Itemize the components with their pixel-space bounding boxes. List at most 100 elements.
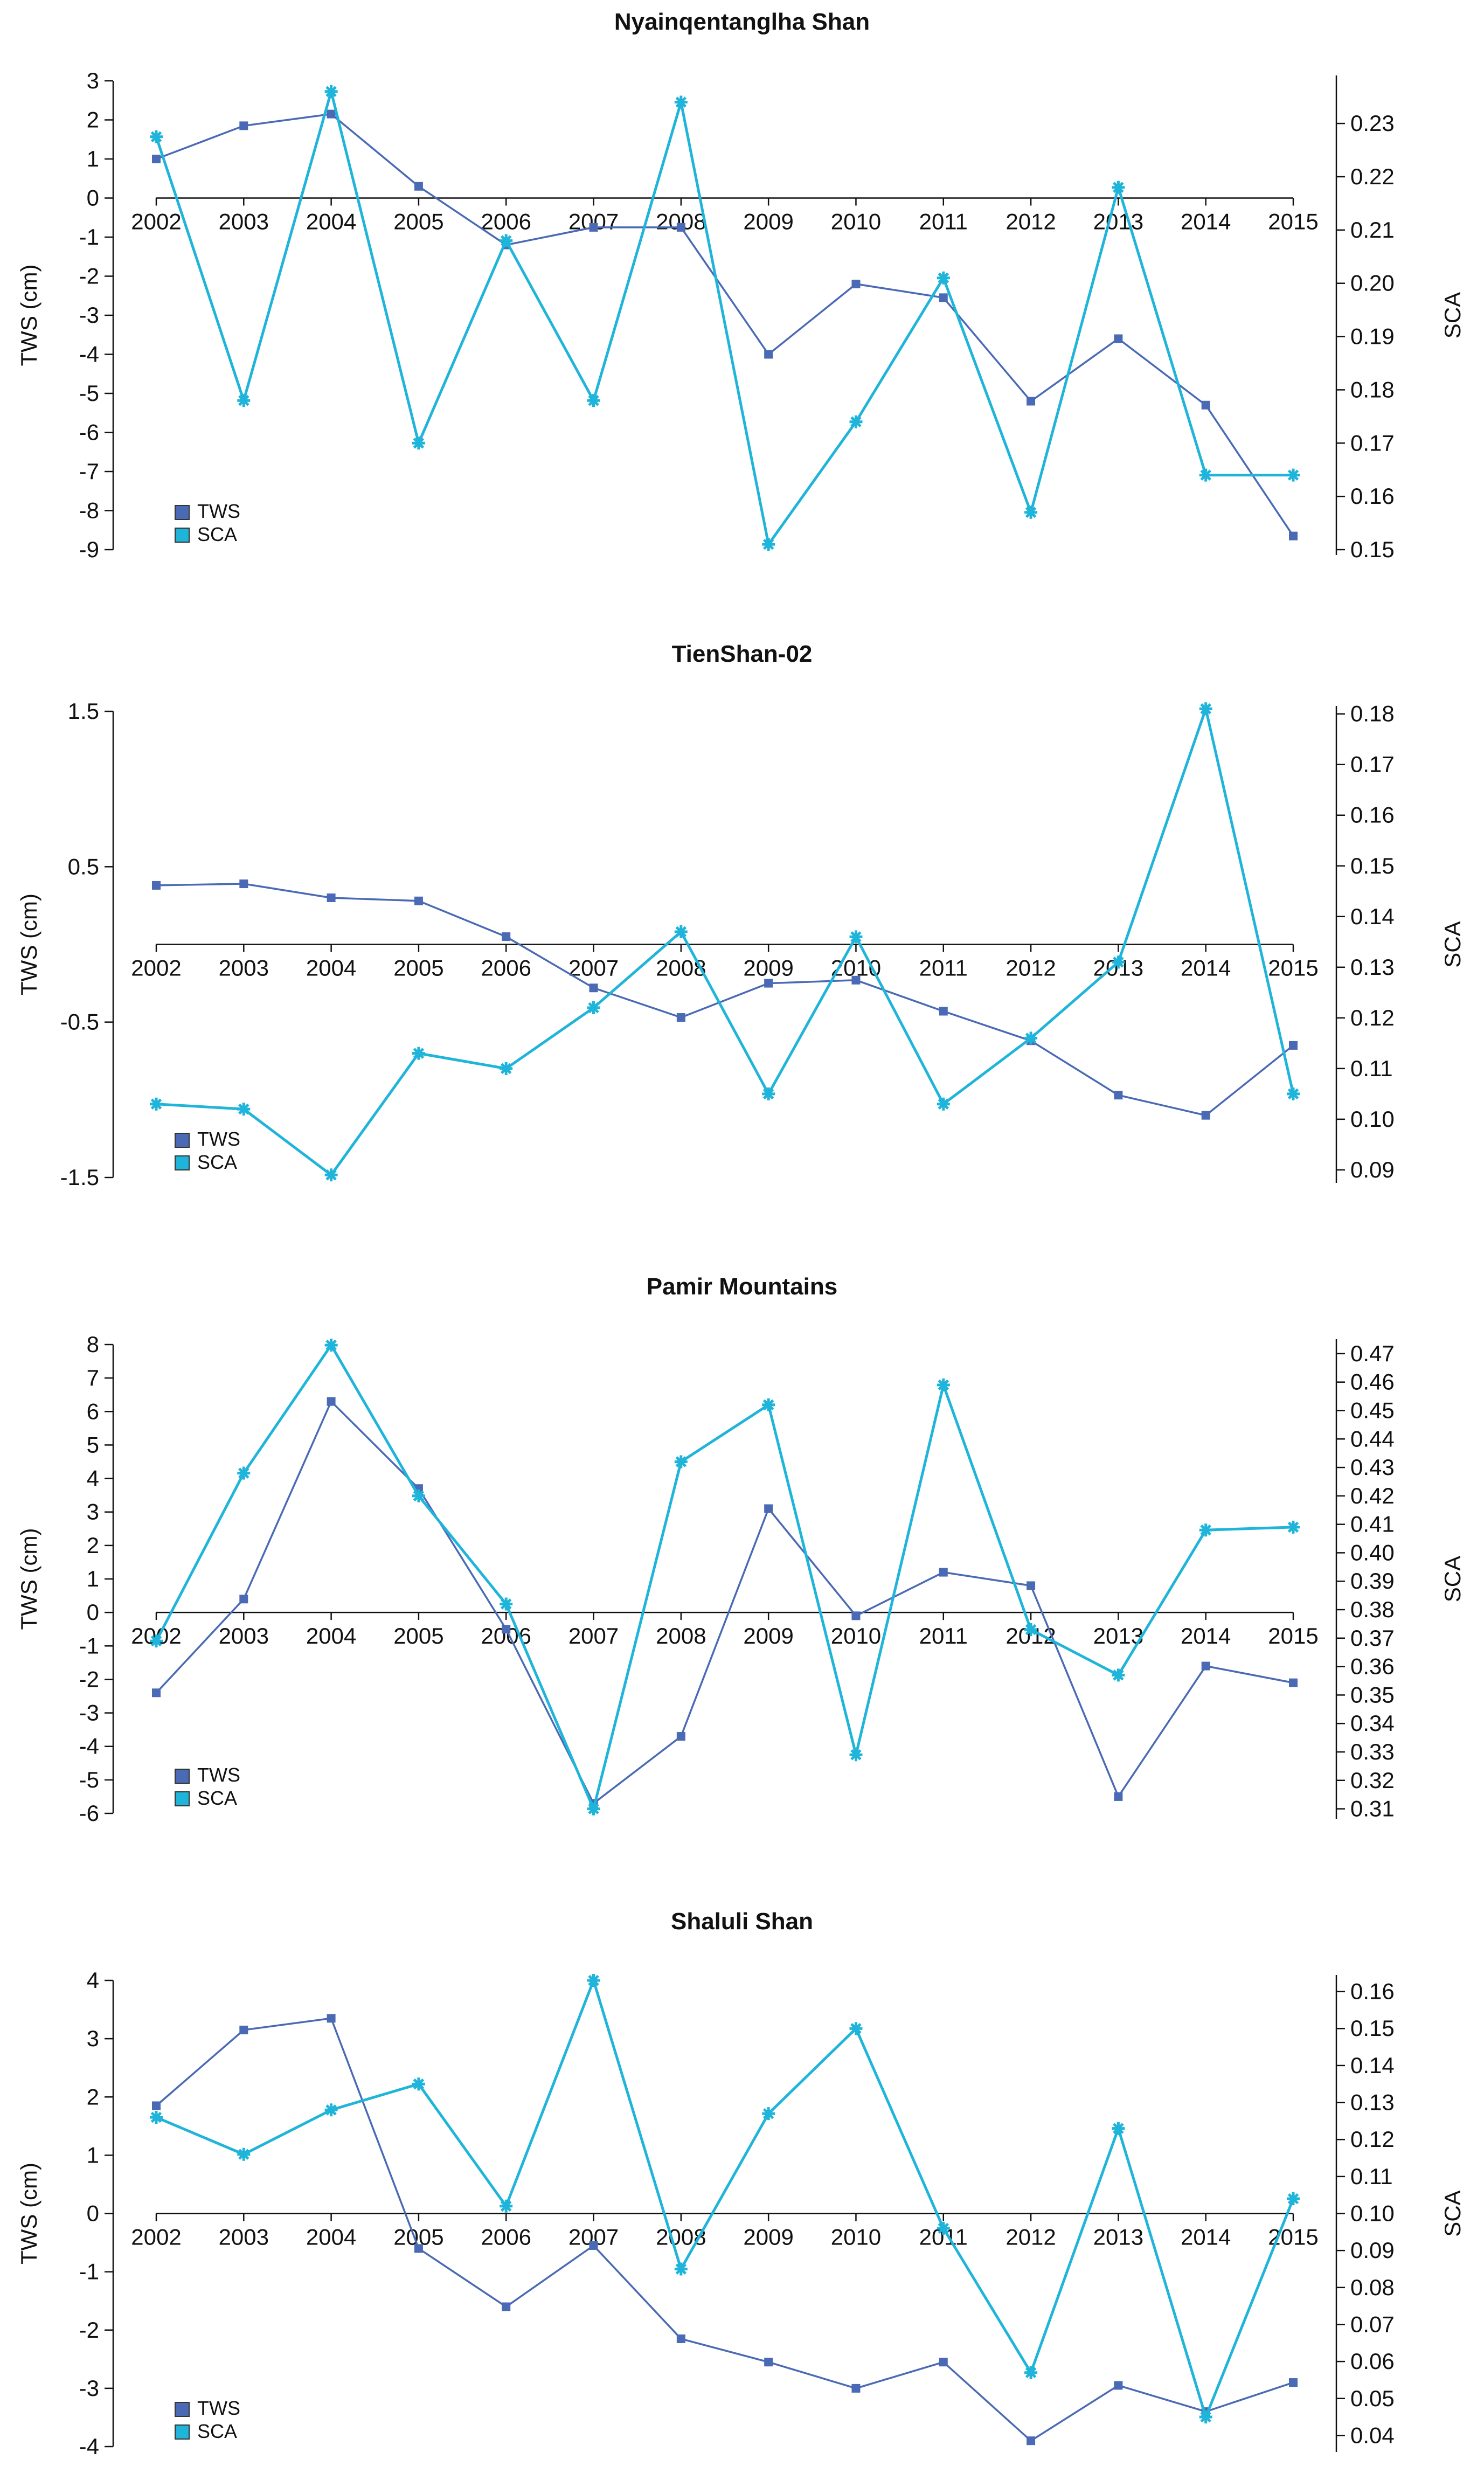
tws-series-line — [155, 1400, 1294, 1805]
x-tick-label: 2003 — [219, 209, 269, 234]
legend-sca-label: SCA — [197, 1787, 237, 1809]
left-tick-label: -1 — [79, 224, 99, 250]
tws-point — [676, 1013, 685, 1022]
tws-point — [1289, 2378, 1298, 2387]
right-tick-label: 0.17 — [1350, 430, 1395, 455]
tws-point — [327, 109, 336, 119]
tws-point — [502, 2302, 511, 2311]
sca-point — [937, 1097, 950, 1111]
left-tick-label: 0.5 — [68, 854, 99, 879]
sca-point — [1286, 1520, 1300, 1534]
legend-tws-swatch — [175, 1133, 190, 1148]
y2-axis-label: SCA — [1440, 1556, 1465, 1602]
y-axis-label: TWS (cm) — [16, 2163, 41, 2264]
x-tick-label: 2004 — [306, 2225, 356, 2250]
right-tick-label: 0.41 — [1350, 1512, 1395, 1537]
legend-sca-label: SCA — [197, 523, 237, 545]
sca-series-line — [156, 704, 1295, 1177]
y2-axis-label: SCA — [1440, 921, 1465, 967]
sca-point — [412, 437, 425, 450]
right-tick-label: 0.45 — [1350, 1397, 1395, 1423]
sca-point — [762, 1398, 775, 1411]
tws-point — [1027, 2436, 1036, 2446]
sca-point — [1112, 181, 1125, 194]
sca-point — [1024, 2366, 1038, 2379]
tws-point — [589, 2241, 598, 2250]
right-tick-label: 0.05 — [1350, 2386, 1395, 2411]
right-tick-label: 0.11 — [1350, 2164, 1393, 2189]
right-tick-label: 0.23 — [1350, 110, 1395, 136]
sca-point — [149, 1634, 163, 1648]
left-tick-label: -1 — [79, 2259, 99, 2284]
left-tick-label: 1 — [87, 2142, 99, 2167]
sca-point — [1286, 468, 1300, 482]
x-tick-label: 2015 — [1268, 1623, 1318, 1648]
x-tick-label: 2015 — [1268, 955, 1318, 981]
tws-point — [502, 932, 511, 941]
right-tick-label: 0.14 — [1350, 904, 1395, 929]
x-tick-label: 2006 — [481, 209, 531, 234]
tws-point — [939, 293, 948, 302]
sca-point — [1112, 1668, 1125, 1682]
right-tick-label: 0.19 — [1350, 324, 1395, 349]
right-tick-label: 0.13 — [1350, 2090, 1395, 2115]
right-tick-label: 0.07 — [1350, 2311, 1395, 2337]
sca-point — [587, 394, 600, 407]
sca-point — [849, 930, 863, 944]
x-tick-label: 2005 — [393, 1623, 443, 1648]
left-tick-label: 1 — [87, 146, 99, 171]
sca-point — [237, 2147, 251, 2161]
tws-point — [152, 2101, 161, 2110]
sca-point — [937, 2221, 950, 2235]
tws-point — [239, 879, 248, 889]
tws-point — [1027, 1581, 1036, 1590]
right-tick-label: 0.18 — [1350, 701, 1395, 726]
tws-point — [939, 2358, 948, 2367]
right-tick-label: 0.10 — [1350, 1106, 1395, 1132]
left-tick-label: -5 — [79, 1767, 99, 1792]
sca-point — [587, 1973, 600, 1987]
left-tick-label: -7 — [79, 459, 99, 484]
left-tick-label: -5 — [79, 380, 99, 406]
left-tick-label: 4 — [87, 1466, 99, 1491]
tws-point — [414, 2244, 423, 2253]
right-tick-label: 0.21 — [1350, 217, 1395, 243]
left-tick-label: 0 — [87, 185, 99, 211]
right-tick-label: 0.16 — [1350, 1979, 1395, 2004]
right-tick-label: 0.16 — [1350, 483, 1395, 509]
sca-point — [324, 2103, 338, 2117]
sca-point — [500, 1062, 513, 1075]
left-tick-label: 3 — [87, 2026, 99, 2051]
sca-point — [1112, 955, 1125, 969]
x-tick-label: 2014 — [1181, 955, 1231, 981]
sca-point — [1199, 702, 1212, 716]
tws-point — [1201, 400, 1210, 410]
tws-point — [764, 2358, 773, 2367]
chart-title: Shaluli Shan — [671, 1908, 813, 1935]
left-tick-label: 4 — [87, 1968, 99, 1993]
x-tick-label: 2013 — [1093, 2225, 1143, 2250]
sca-point — [937, 1378, 950, 1392]
left-tick-label: 2 — [87, 2084, 99, 2109]
x-tick-label: 2004 — [306, 1623, 356, 1648]
sca-point — [1024, 1623, 1038, 1637]
legend-tws-label: TWS — [197, 1764, 240, 1786]
chart-panel-3: Pamir Mountains -6 -5 -4 -3 -2 -1 0 1 2 3 4 5 6 7 8 TWS … — [16, 1273, 1465, 1826]
tws-point — [1114, 1792, 1123, 1801]
sca-point — [587, 1802, 600, 1816]
right-tick-label: 0.11 — [1350, 1056, 1393, 1081]
x-tick-label: 2005 — [393, 209, 443, 234]
x-tick-label: 2014 — [1181, 209, 1231, 234]
left-tick-label: -2 — [79, 1666, 99, 1692]
y-axis-label: TWS (cm) — [16, 265, 41, 366]
sca-point — [324, 85, 338, 98]
tws-point — [1289, 1041, 1298, 1050]
tws-point — [327, 893, 336, 902]
sca-point — [1024, 505, 1038, 519]
legend-sca-label: SCA — [197, 2420, 237, 2442]
left-tick-label: 0 — [87, 2201, 99, 2226]
chart-title: Pamir Mountains — [647, 1273, 838, 1300]
x-tick-label: 2010 — [831, 2225, 881, 2250]
legend-sca-swatch — [175, 1791, 190, 1806]
right-tick-label: 0.15 — [1350, 2015, 1395, 2041]
